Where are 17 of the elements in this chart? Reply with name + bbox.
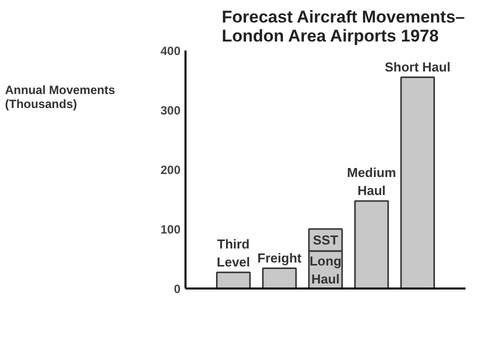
bar <box>400 76 435 288</box>
y-tick-label: 200 <box>160 163 181 177</box>
y-axis-title: Annual Movements (Thousands) <box>5 83 116 111</box>
bar <box>262 268 297 288</box>
y-tick-label: 100 <box>160 222 181 236</box>
bar <box>354 200 389 288</box>
y-tick-label: 0 <box>174 282 181 296</box>
x-tick-label: Short Haul <box>384 59 450 74</box>
y-tick-label: 400 <box>160 44 181 58</box>
x-tick-label: Freight <box>257 250 302 266</box>
series-label: Long Haul <box>310 253 342 286</box>
y-tick-label: 300 <box>160 104 181 118</box>
x-tick-label: Medium Haul <box>346 165 396 198</box>
x-tick-label: Third Level <box>216 236 250 270</box>
chart-title: Forecast Aircraft Movements– London Area Airports 1978 <box>222 8 465 46</box>
bar <box>216 272 251 288</box>
series-label: SST <box>312 232 338 248</box>
